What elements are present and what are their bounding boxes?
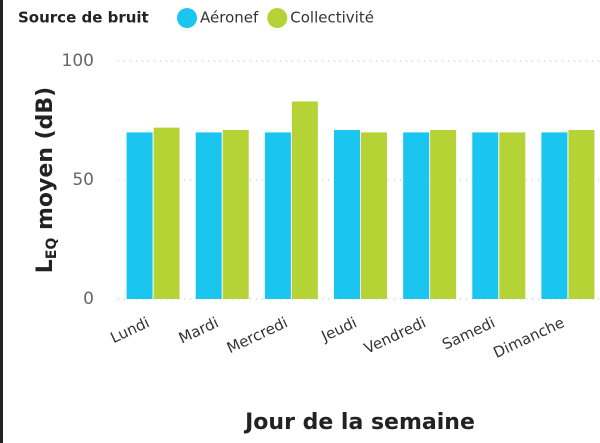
y-tick-label: 50	[72, 170, 94, 190]
legend-label: Collectivité	[290, 9, 374, 27]
x-tick-label: Lundi	[108, 313, 153, 347]
y-title-rest: moyen (dB)	[33, 87, 58, 238]
y-tick-label: 100	[62, 51, 94, 71]
frame-edge	[0, 0, 3, 443]
x-axis-title: Jour de la semaine	[243, 410, 475, 435]
x-tick-label: Dimanche	[491, 313, 568, 361]
bar	[430, 130, 457, 299]
y-tick-label: 0	[83, 289, 94, 309]
bar	[291, 101, 318, 300]
y-axis-title: LEQ moyen (dB)	[33, 87, 60, 273]
x-tick-label: Mercredi	[224, 313, 291, 357]
bar	[126, 132, 153, 299]
legend-swatch	[267, 8, 288, 28]
bar	[264, 132, 291, 299]
x-tick-label: Samedi	[439, 313, 498, 353]
bar	[361, 132, 387, 299]
bar	[499, 132, 526, 299]
bar	[541, 132, 568, 299]
bar	[334, 130, 360, 299]
legend-label: Aéronef	[200, 9, 259, 27]
bar	[222, 130, 249, 299]
bar	[403, 132, 430, 299]
legend-title: Source de bruit	[18, 9, 149, 27]
x-tick-label: Mardi	[176, 313, 221, 347]
x-tick-label: Jeudi	[318, 313, 360, 345]
y-title-sub: EQ	[44, 238, 60, 260]
bar	[195, 132, 222, 299]
bar	[472, 132, 499, 299]
y-title-main: L	[33, 259, 58, 273]
legend-swatch	[177, 8, 197, 28]
x-tick-label: Vendredi	[361, 313, 429, 357]
bar	[568, 130, 595, 299]
bar	[153, 127, 180, 299]
